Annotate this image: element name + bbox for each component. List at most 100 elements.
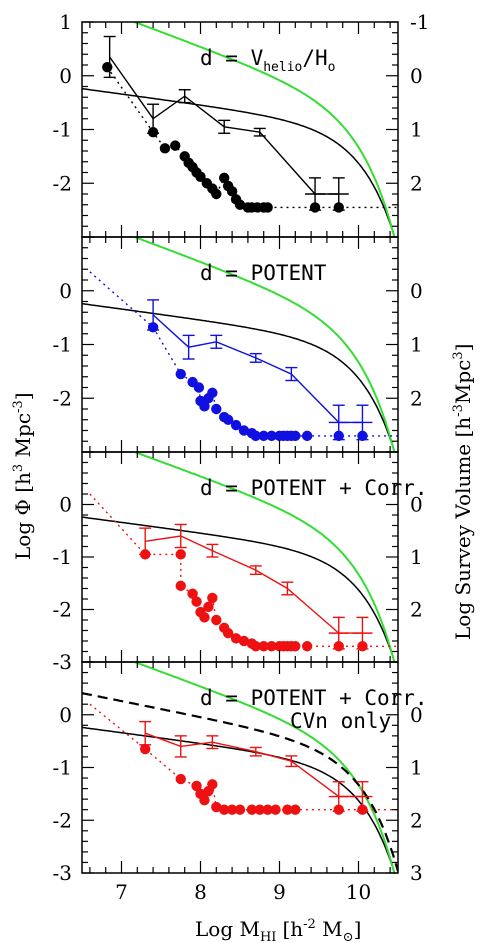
survey-volume-point	[207, 779, 218, 790]
survey-volume-point	[262, 804, 273, 815]
survey-volume-point	[230, 419, 242, 431]
panel-1: 1 0 -1 -2 -1 0 1 2 d = Vhelio/Ho	[53, 10, 429, 238]
survey-volume-point	[203, 601, 214, 613]
survey-volume-line	[106, 66, 398, 209]
fitted-schechter-curve	[131, 22, 396, 237]
plot-area	[82, 22, 398, 237]
survey-volume-point	[238, 425, 250, 436]
survey-volume-point	[219, 804, 230, 815]
fitted-schechter-curve	[131, 662, 396, 873]
survey-volume-point	[207, 387, 218, 399]
survey-volume-point	[301, 430, 313, 442]
survey-volume-point	[301, 641, 313, 652]
y-tick-label-right: -1	[410, 10, 429, 34]
survey-volume-point	[159, 143, 171, 154]
y-tick-label-left: 0	[59, 493, 72, 517]
survey-volume-point	[187, 588, 198, 599]
y-tick-label-left: 1	[59, 10, 72, 34]
survey-volume-point	[230, 633, 242, 644]
plot-area	[82, 237, 398, 452]
y-tick-label-right: 0	[410, 279, 423, 303]
y-axis-left-title: Log Φ [h3 Mpc-3]	[11, 392, 35, 560]
y-tick-label-right: 0	[410, 703, 423, 727]
plot-area	[82, 452, 398, 662]
survey-volume-point	[282, 804, 293, 815]
y-tick-label-left: -2	[53, 808, 72, 832]
survey-volume-point	[175, 368, 186, 380]
survey-volume-point	[258, 641, 269, 652]
survey-volume-point	[140, 743, 151, 755]
y-tick-label-right: 1	[410, 545, 423, 569]
y-tick-label-right: 2	[410, 598, 423, 622]
y-tick-label-right: 0	[410, 493, 423, 517]
panel-label: d = Vhelio/Ho	[200, 46, 335, 75]
y-tick-label-left: -1	[53, 545, 72, 569]
survey-volume-point	[266, 430, 277, 442]
panel-2: 0 -1 -2 0 1 2 d = POTENT	[53, 236, 423, 453]
y-tick-label-left: -1	[53, 118, 72, 142]
fitted-schechter-curve	[131, 452, 396, 662]
survey-volume-point	[226, 804, 238, 815]
survey-volume-point	[262, 202, 273, 213]
panel-label: d = POTENT	[200, 261, 327, 285]
survey-volume-point	[199, 795, 210, 806]
panel-label: d = POTENT + Corr.	[200, 686, 428, 710]
phi-line	[152, 314, 363, 424]
survey-volume-point	[226, 186, 238, 197]
survey-volume-point	[254, 804, 265, 815]
phi-line	[144, 732, 363, 798]
y-tick-label-left: -2	[53, 386, 72, 410]
survey-volume-point	[246, 804, 258, 815]
y-tick-label-right: 1	[410, 756, 423, 780]
survey-volume-point	[207, 592, 218, 604]
survey-volume-point	[222, 414, 234, 425]
x-tick-label: 9	[273, 880, 286, 904]
y-axis-right-title: Log Survey Volume [h-3Mpc3]	[451, 344, 475, 640]
y-tick-label-right: 1	[410, 333, 423, 357]
survey-volume-point	[211, 188, 222, 200]
survey-volume-point	[250, 641, 261, 652]
y-tick-label-right: 3	[410, 861, 423, 885]
panel-3: 0 -1 -2 -3 0 1 2 d = POTENT + Corr.	[53, 451, 428, 674]
panel-4: 0 -1 -2 -3 0 1 2 3 d = POTENT + Corr.CVn only	[53, 661, 428, 885]
x-tick-label: 10	[346, 880, 371, 904]
plot-area	[82, 662, 398, 873]
survey-volume-point	[199, 401, 210, 412]
x-tick-label: 8	[194, 880, 207, 904]
y-tick-label-left: -1	[53, 756, 72, 780]
y-tick-label-left: -1	[53, 333, 72, 357]
survey-volume-point	[234, 804, 246, 815]
survey-volume-point	[238, 635, 250, 647]
x-tick-label: 7	[115, 880, 128, 904]
survey-volume-point	[175, 549, 186, 560]
y-tick-label-right: 2	[410, 386, 423, 410]
reference-schechter-curve	[82, 302, 396, 452]
y-tick-label-right: 2	[410, 171, 423, 195]
survey-volume-point	[290, 641, 301, 652]
survey-volume-point	[191, 596, 202, 607]
survey-volume-point	[191, 780, 202, 792]
y-tick-label-left: 0	[59, 703, 72, 727]
reference-schechter-curve	[82, 516, 396, 662]
survey-volume-point	[102, 61, 113, 73]
x-axis-title: Log MHI [h-2 M⊙]	[195, 917, 361, 943]
survey-volume-point	[258, 430, 269, 442]
y-tick-label-right: 2	[410, 808, 423, 832]
survey-volume-point	[195, 171, 206, 182]
survey-volume-point	[193, 382, 205, 393]
panel-label: d = POTENT + Corr.	[200, 476, 428, 500]
survey-volume-line	[89, 493, 398, 647]
y-tick-label-right: 1	[410, 118, 423, 142]
survey-volume-point	[290, 430, 301, 442]
panel-label-line2: CVn only	[290, 709, 391, 733]
survey-volume-point	[250, 430, 261, 442]
survey-volume-point	[222, 627, 234, 639]
survey-volume-point	[219, 172, 230, 184]
survey-volume-point	[290, 804, 301, 815]
y-tick-label-left: -2	[53, 598, 72, 622]
survey-volume-point	[234, 199, 246, 210]
survey-volume-point	[170, 140, 181, 151]
survey-volume-point	[199, 612, 210, 623]
